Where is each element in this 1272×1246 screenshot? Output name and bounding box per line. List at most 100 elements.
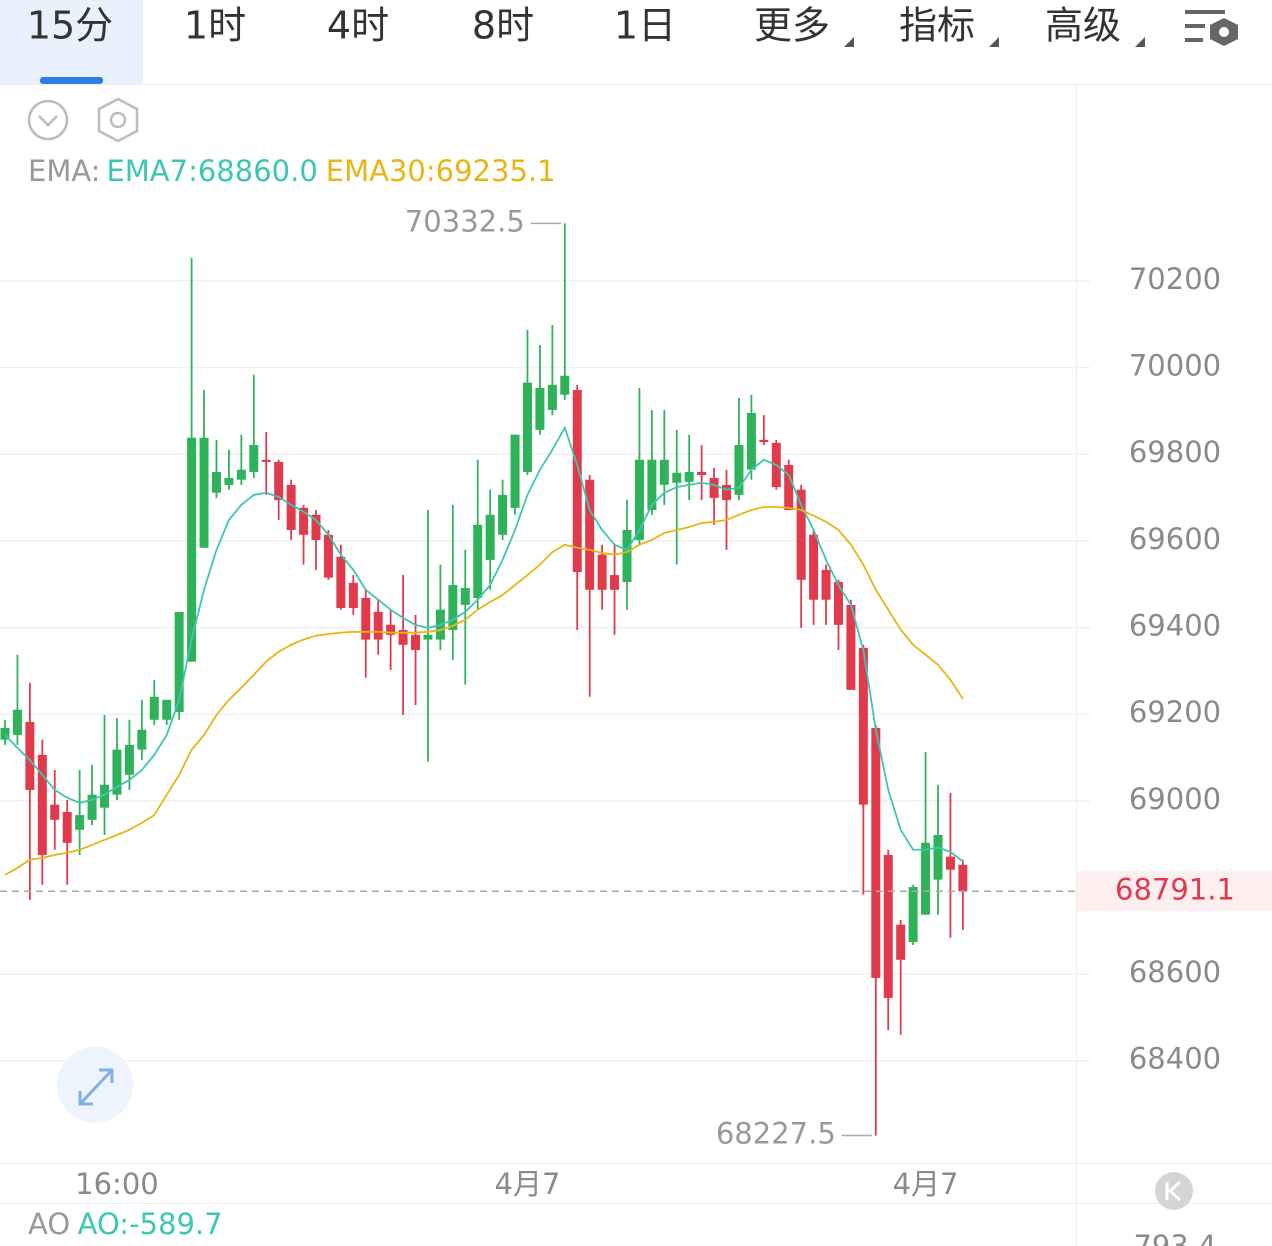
candle-body xyxy=(759,439,769,443)
candle-body xyxy=(236,469,246,480)
candle-body xyxy=(249,445,259,472)
tab[interactable]: 1时 xyxy=(184,4,246,48)
candle-body xyxy=(622,529,632,582)
candle-body xyxy=(485,514,495,560)
candle-body xyxy=(858,647,868,805)
tab[interactable]: 高级 xyxy=(1045,4,1121,48)
candle-body xyxy=(610,575,620,590)
candle-body xyxy=(697,471,707,475)
hexagon-icon[interactable] xyxy=(97,97,139,143)
candle-body xyxy=(709,477,719,498)
candle-body xyxy=(448,585,458,631)
candle-body xyxy=(921,842,931,915)
candle-body xyxy=(174,611,184,712)
candle-body xyxy=(585,479,595,590)
candle-body xyxy=(224,477,234,485)
indicator-label: EMA: xyxy=(28,154,100,188)
candle-body xyxy=(187,437,197,662)
y-tick-label: 69800 xyxy=(1129,435,1221,469)
candle-body xyxy=(597,554,607,590)
candle-body xyxy=(473,524,483,599)
active-tab-bg xyxy=(0,0,143,84)
ao-name: AO xyxy=(28,1207,70,1241)
tab[interactable]: 8时 xyxy=(472,4,534,48)
settings-icon[interactable] xyxy=(1185,10,1238,46)
candle-body xyxy=(323,534,333,578)
plot: 68400 68600 69000 69200 69400 69600 69800 70000… xyxy=(0,204,1272,1201)
y-tick-label: 69600 xyxy=(1129,522,1221,556)
y-tick-label: 68400 xyxy=(1129,1042,1221,1076)
ao-value: AO:-589.7 xyxy=(78,1207,223,1241)
candle-body xyxy=(945,856,955,870)
candle-body xyxy=(386,624,396,635)
collapse-icon[interactable] xyxy=(27,99,69,141)
candle-body xyxy=(958,864,968,892)
candle-body xyxy=(908,887,918,943)
candle-body xyxy=(137,729,147,750)
ema-legend: EMA: EMA7:68860.0 EMA30:69235.1 xyxy=(28,154,556,188)
candle-body xyxy=(809,534,819,600)
candle-body xyxy=(299,507,309,535)
x-tick-label: 4月7 xyxy=(495,1167,561,1201)
candle-body xyxy=(871,727,881,978)
tab[interactable]: 15分 xyxy=(27,4,113,48)
dropdown-caret xyxy=(989,37,999,47)
candle-body xyxy=(348,582,358,608)
candle-body xyxy=(361,598,371,640)
candle-body xyxy=(821,569,831,600)
low-label: 68227.5 xyxy=(716,1116,836,1150)
candle-body xyxy=(734,445,744,495)
ema-line xyxy=(4,506,964,876)
candle-body xyxy=(199,437,209,548)
expand-button[interactable] xyxy=(57,1047,133,1123)
candle-body xyxy=(75,815,85,830)
tab[interactable]: 更多 xyxy=(754,4,830,48)
legend-entry: EMA7:68860.0 xyxy=(106,154,317,188)
dropdown-caret xyxy=(844,37,854,47)
candle-body xyxy=(37,754,47,855)
candle-body xyxy=(684,471,694,482)
x-tick-label: 4月7 xyxy=(893,1167,959,1201)
y-tick-label: 69200 xyxy=(1129,695,1221,729)
candle-body xyxy=(286,484,296,530)
x-tick-label: 16:00 xyxy=(75,1167,159,1201)
candle-body xyxy=(50,804,60,820)
candle-body xyxy=(933,835,943,880)
candle-body xyxy=(398,630,408,645)
candle-body xyxy=(560,375,570,395)
active-tab-indicator xyxy=(40,77,103,84)
scroll-latest-button[interactable] xyxy=(1155,1172,1193,1210)
tab[interactable]: 4时 xyxy=(327,4,389,48)
candle-body xyxy=(149,696,159,720)
candle-body xyxy=(896,924,906,960)
last-price-label: 68791.1 xyxy=(1115,872,1235,906)
last-price-bg xyxy=(1077,871,1272,912)
candle-body xyxy=(162,699,172,720)
ema-line xyxy=(4,425,964,863)
candle-body xyxy=(535,387,545,430)
candle-body xyxy=(833,581,843,625)
candle-body xyxy=(746,412,756,470)
candle-body xyxy=(547,384,557,410)
candle-body xyxy=(522,382,532,472)
candle-body xyxy=(25,721,35,790)
candle-body xyxy=(124,744,134,775)
candle-body xyxy=(846,604,856,690)
candle-body xyxy=(0,727,10,740)
candle-body xyxy=(460,588,470,605)
high-label: 70332.5 xyxy=(405,204,525,238)
candle-body xyxy=(722,484,732,501)
ao-axis-label: 793.4 xyxy=(1133,1229,1216,1246)
legend-entry: EMA30:69235.1 xyxy=(326,154,556,188)
candle-body xyxy=(411,634,421,650)
tab[interactable]: 1日 xyxy=(614,4,676,48)
tab[interactable]: 指标 xyxy=(899,4,975,48)
candle-body xyxy=(62,812,72,843)
y-tick-label: 70200 xyxy=(1129,262,1221,296)
candle-body xyxy=(100,784,110,808)
y-tick-label: 69400 xyxy=(1129,608,1221,642)
candle-body xyxy=(572,390,582,573)
candle-body xyxy=(373,611,383,640)
candle-body xyxy=(672,472,682,483)
